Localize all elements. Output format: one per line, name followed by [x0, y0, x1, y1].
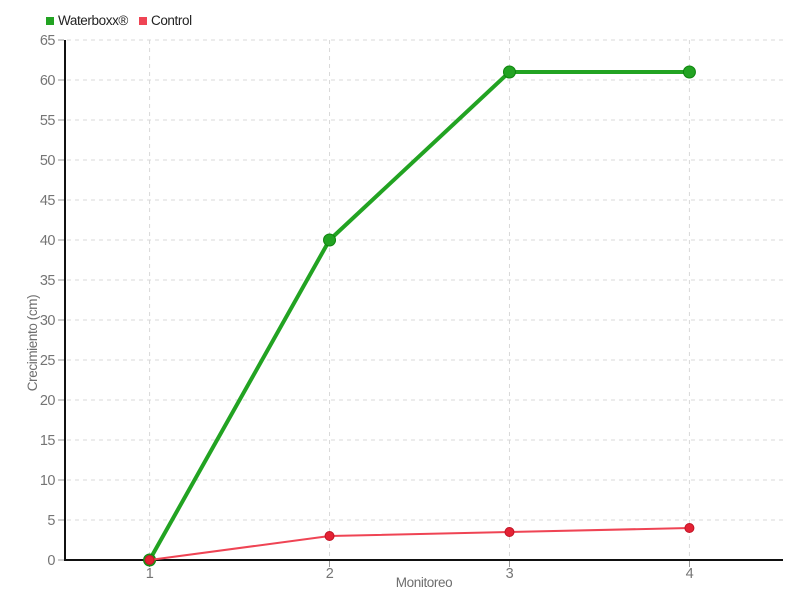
y-tick-label: 50 — [40, 153, 56, 169]
y-tick-label: 5 — [47, 513, 55, 529]
legend-item-waterboxx[interactable]: Waterboxx® — [46, 13, 128, 28]
data-point-1-1[interactable] — [324, 531, 335, 541]
y-tick-label: 55 — [40, 113, 56, 129]
x-tick-label: 2 — [326, 566, 334, 582]
y-tick-label: 15 — [40, 433, 56, 449]
x-tick-label: 4 — [686, 566, 694, 582]
y-tick-label: 25 — [40, 353, 56, 369]
data-point-0-3[interactable] — [682, 65, 696, 79]
y-tick-label: 60 — [40, 73, 56, 89]
y-tick-label: 0 — [47, 553, 55, 569]
legend-label-waterboxx: Waterboxx® — [58, 13, 128, 28]
y-tick-label: 35 — [40, 273, 56, 289]
x-tick-label: 3 — [506, 566, 514, 582]
legend-item-control[interactable]: Control — [138, 13, 192, 28]
y-tick-label: 40 — [40, 233, 56, 249]
y-tick-label: 65 — [40, 33, 56, 49]
x-tick-label: 1 — [146, 566, 154, 582]
waterboxx-swatch-icon — [46, 16, 54, 25]
y-tick-label: 20 — [40, 393, 56, 409]
y-tick-label: 30 — [40, 313, 56, 329]
data-point-1-3[interactable] — [684, 523, 695, 533]
y-axis-title: Crecimiento (cm) — [25, 295, 40, 391]
data-point-0-1[interactable] — [323, 233, 337, 247]
y-tick-label: 10 — [40, 473, 56, 489]
series-line-1[interactable] — [148, 527, 691, 561]
legend: Waterboxx® Control — [46, 13, 192, 28]
control-swatch-icon — [138, 16, 147, 25]
data-point-1-2[interactable] — [504, 527, 515, 537]
data-point-1-0[interactable] — [144, 555, 155, 565]
y-tick-label: 45 — [40, 193, 56, 209]
legend-label-control: Control — [150, 13, 192, 28]
data-point-0-2[interactable] — [502, 65, 516, 79]
x-axis-title: Monitoreo — [396, 575, 452, 590]
series-line-0[interactable] — [147, 70, 692, 562]
